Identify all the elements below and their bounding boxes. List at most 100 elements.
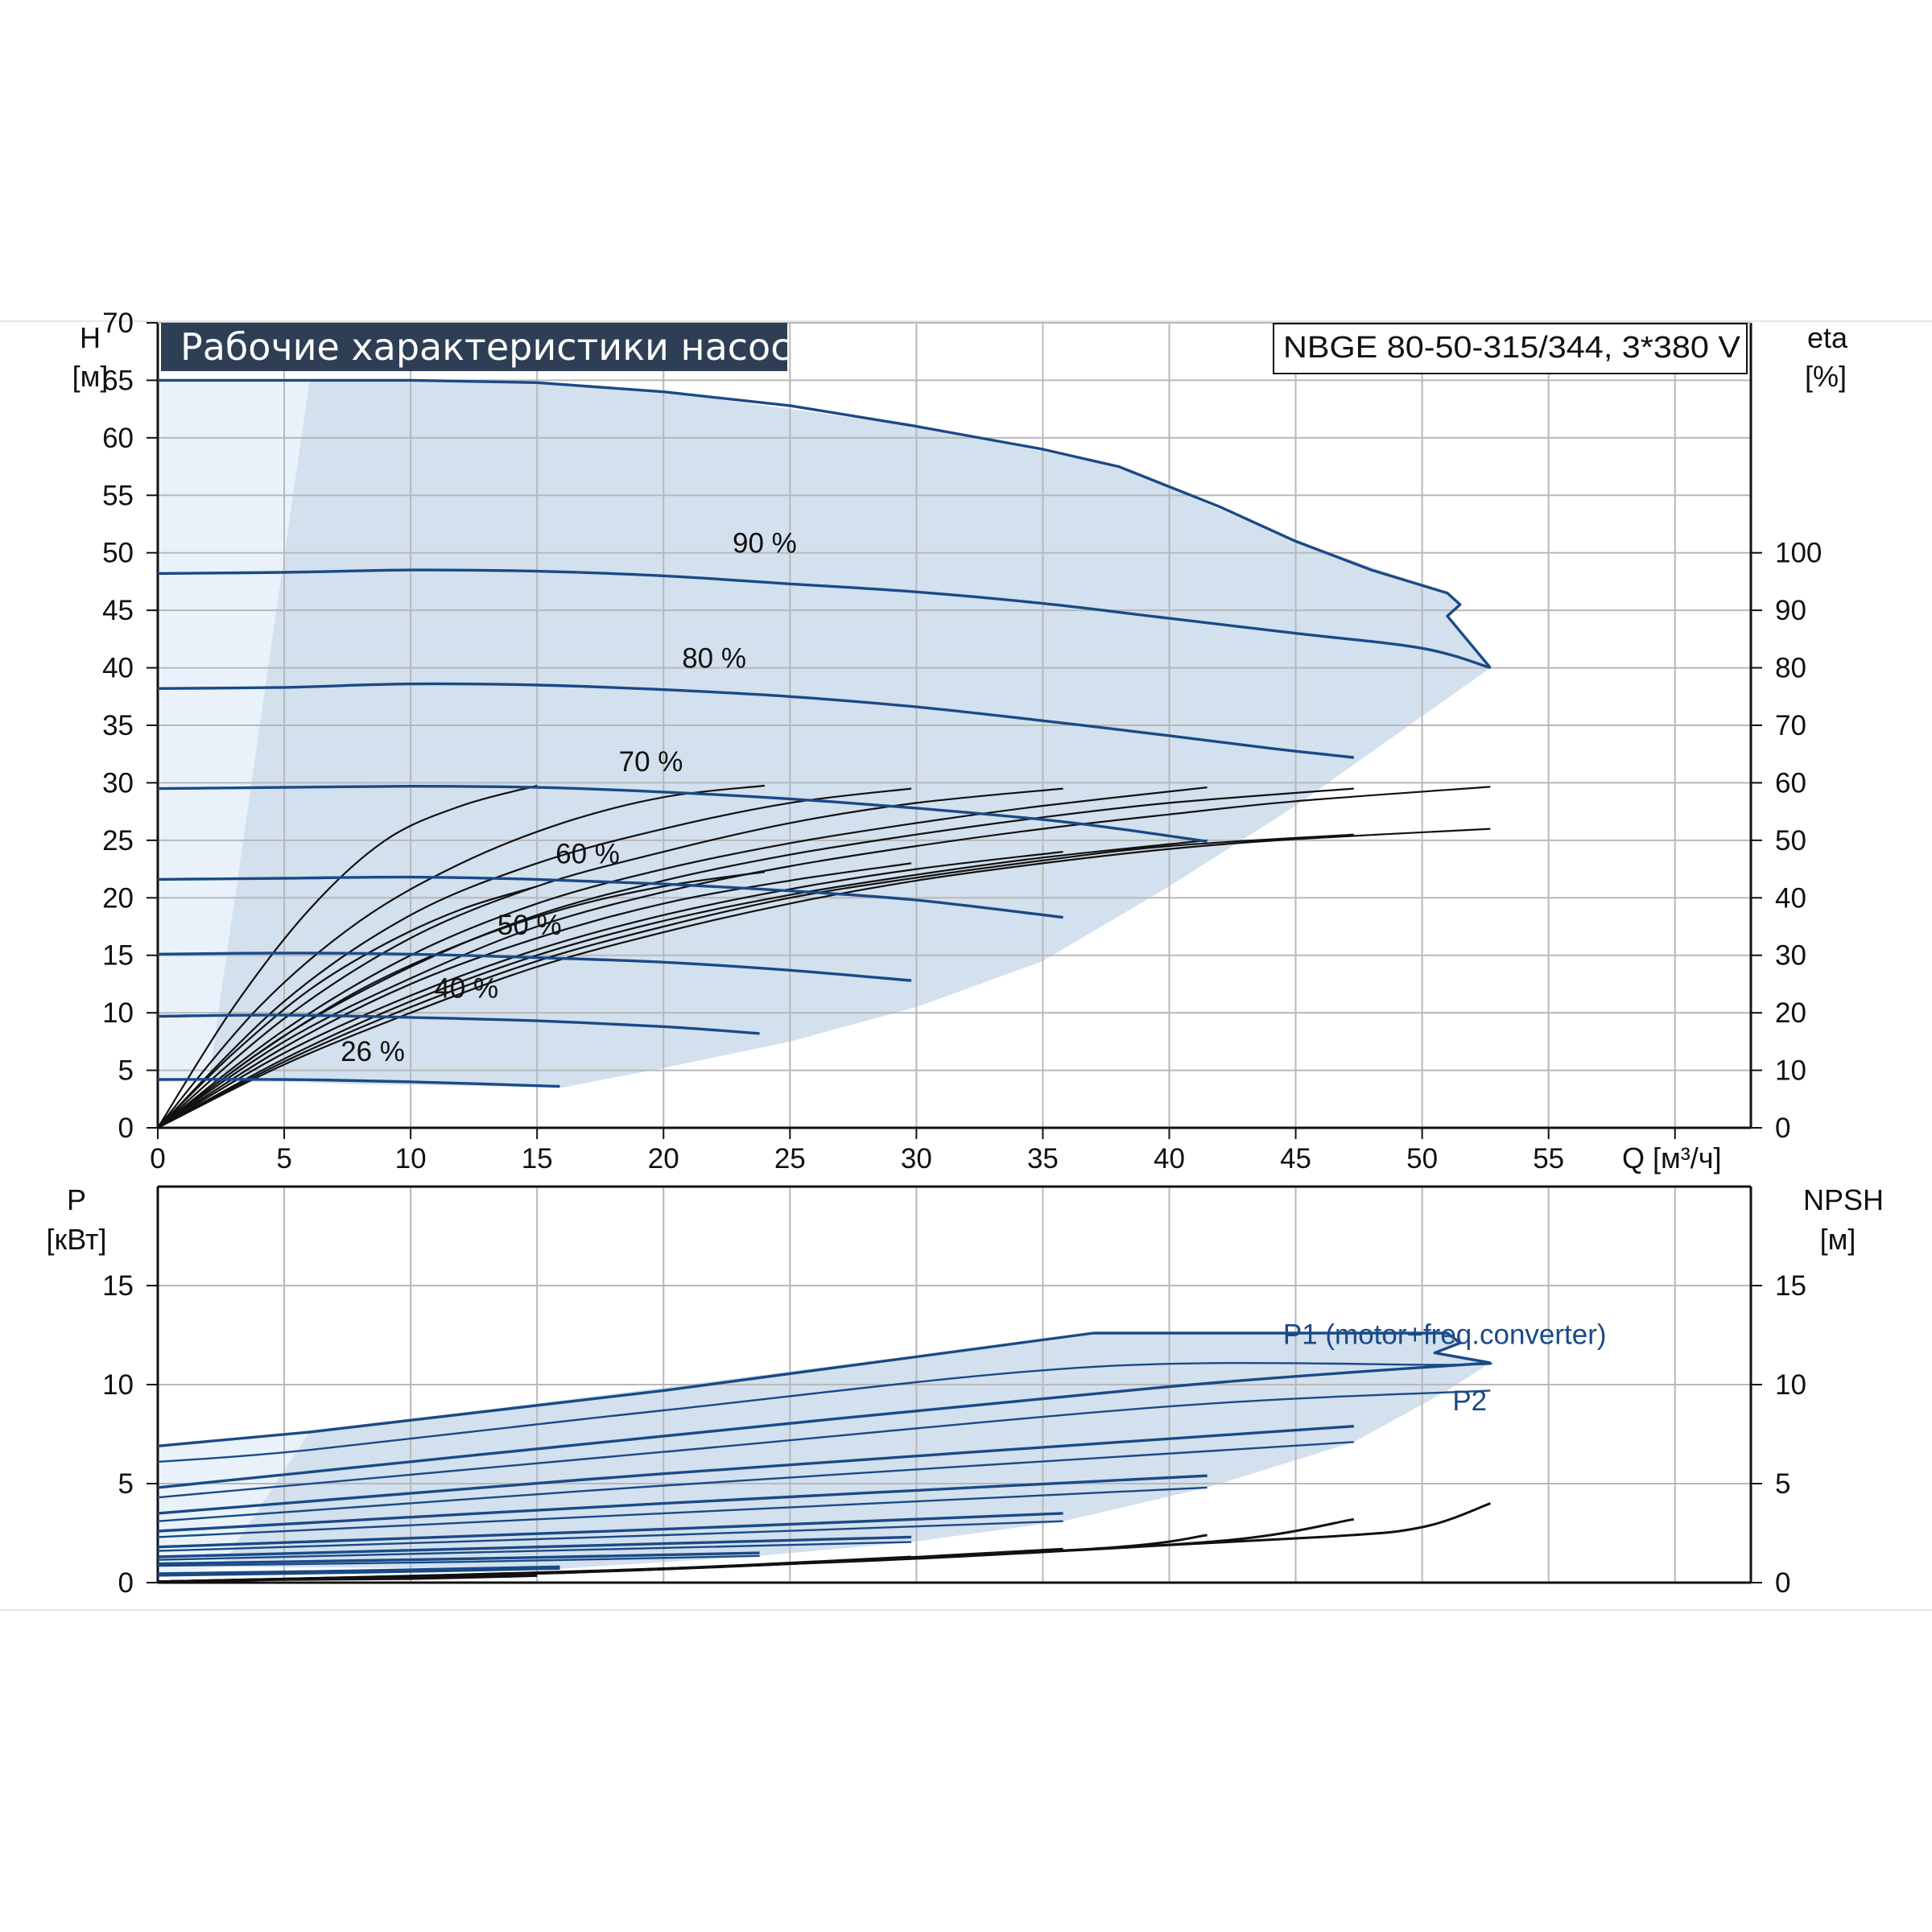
- flow-tick-label: 10: [395, 1143, 427, 1174]
- flow-tick-label: 0: [150, 1143, 165, 1174]
- power-curve-1: [157, 1331, 1491, 1447]
- efficiency-curve-8: [157, 885, 538, 1129]
- efficiency-curve-3: [157, 787, 912, 1129]
- flow-tick-label: 55: [1533, 1143, 1564, 1174]
- flow-axis-label: Q [м³/ч]: [1622, 1141, 1722, 1174]
- power-tick-labels: 0 5 10 15 0 5 10 15: [102, 1270, 1806, 1599]
- min-flow-strip: [158, 380, 310, 1082]
- chart-title: Рабочие характеристики насоса: [180, 325, 814, 369]
- head-tick-label: 30: [102, 767, 134, 799]
- head-tick-label: 50: [102, 538, 134, 569]
- flow-tick-label: 25: [774, 1143, 806, 1174]
- eta-tick-label: 50: [1775, 825, 1806, 857]
- eta-tick-label: 20: [1775, 997, 1806, 1029]
- efficiency-curve-14: [157, 828, 1491, 1129]
- power-curve-15: [157, 1565, 560, 1575]
- efficiency-curve-7: [157, 786, 1491, 1129]
- npsh-axis-symbol: NPSH: [1803, 1183, 1884, 1216]
- efficiency-curve-13: [157, 833, 1354, 1129]
- head-tick-label: 5: [118, 1055, 134, 1087]
- speed-label: 70 %: [619, 746, 683, 778]
- head-curve-5: [157, 875, 1063, 919]
- flow-tick-label: 40: [1154, 1143, 1185, 1174]
- head-tick-label: 55: [102, 480, 134, 511]
- head-curve-3: [157, 682, 1354, 759]
- speed-label: 80 %: [682, 643, 746, 675]
- speed-label: 90 %: [733, 528, 797, 559]
- power-envelope: [158, 1333, 1491, 1569]
- eta-tick-label: 90: [1775, 595, 1806, 626]
- head-tick-label: 0: [118, 1113, 134, 1144]
- power-curve-2: [157, 1361, 1492, 1463]
- power-curves: [157, 1331, 1492, 1577]
- power-plot: 0 5 10 15 0 5 10 15 P1 (motor+freq.converter) P2: [102, 1185, 1806, 1599]
- power-series-labels: P1 (motor+freq.converter) P2: [1283, 1319, 1607, 1417]
- flow-tick-label: 20: [648, 1143, 679, 1174]
- operating-envelope: [208, 380, 1491, 1088]
- head-tick-label: 35: [102, 710, 134, 741]
- power-curve-3: [157, 1361, 1491, 1489]
- eta-tick-label: 0: [1775, 1113, 1790, 1144]
- eta-tick-label: 10: [1775, 1055, 1806, 1087]
- power-curve-6: [157, 1441, 1354, 1522]
- power-tick-label: 5: [118, 1468, 134, 1500]
- power-min-flow-strip: [158, 1432, 310, 1577]
- head-tick-label: 40: [102, 653, 134, 684]
- flow-tick-label: 45: [1280, 1143, 1311, 1174]
- flow-tick-label: 35: [1027, 1143, 1059, 1174]
- power-axis-symbol: P: [67, 1183, 86, 1216]
- p1-label: P1 (motor+freq.converter): [1283, 1319, 1607, 1351]
- power-curve-13: [157, 1551, 760, 1566]
- flow-tick-label: 15: [522, 1143, 553, 1174]
- eta-tick-label: 60: [1775, 767, 1806, 799]
- p2-label: P2: [1452, 1385, 1487, 1417]
- npsh-axis-unit: [м]: [1820, 1223, 1856, 1256]
- efficiency-curve-6: [157, 787, 1354, 1129]
- head-tick-label: 10: [102, 997, 134, 1029]
- model-box: [1273, 323, 1748, 374]
- power-curve-10: [157, 1520, 1063, 1552]
- head-plot: 0510152025303540455055606570010203040506…: [102, 308, 1822, 1174]
- power-curve-16: [157, 1567, 560, 1577]
- head-curve-4: [157, 785, 1208, 843]
- power-tick-label: 15: [102, 1270, 134, 1302]
- eta-tick-label: 40: [1775, 882, 1806, 914]
- flow-tick-label: 5: [276, 1143, 291, 1174]
- head-curve-1: [158, 378, 1492, 669]
- head-curve-2: [157, 568, 1491, 670]
- power-curve-9: [157, 1512, 1063, 1549]
- efficiency-curve-10: [157, 862, 912, 1129]
- eta-tick-label: 100: [1775, 538, 1822, 569]
- speed-label: 50 %: [497, 910, 562, 941]
- efficiency-curve-1: [157, 784, 538, 1129]
- head-tick-labels: 0510152025303540455055606570010203040506…: [102, 308, 1822, 1174]
- head-tick-label: 60: [102, 423, 134, 454]
- eta-tick-label: 30: [1775, 940, 1806, 972]
- head-curve-7: [157, 1013, 760, 1035]
- power-curve-4: [157, 1389, 1491, 1499]
- head-tick-label: 45: [102, 595, 134, 626]
- power-curve-5: [157, 1425, 1354, 1515]
- efficiency-curve-12: [157, 839, 1208, 1129]
- eta-axis-symbol: eta: [1807, 321, 1848, 354]
- power-curve-12: [157, 1541, 912, 1561]
- head-grid: [156, 322, 1752, 1129]
- operating-area: [158, 380, 1491, 1088]
- npsh-tick-label: 15: [1775, 1270, 1806, 1302]
- efficiency-curves: [157, 784, 1491, 1129]
- power-curve-11: [157, 1535, 912, 1558]
- efficiency-curve-5: [157, 786, 1208, 1129]
- npsh-curve-7: [157, 1502, 1491, 1583]
- power-curve-14: [157, 1554, 760, 1567]
- title-box: [161, 323, 787, 371]
- power-axis-unit: [кВт]: [46, 1223, 106, 1256]
- power-tick-label: 10: [102, 1369, 134, 1401]
- power-tick-label: 0: [118, 1567, 134, 1599]
- npsh-tick-label: 10: [1775, 1369, 1806, 1401]
- efficiency-curve-9: [157, 871, 766, 1129]
- head-tick-label: 25: [102, 825, 134, 857]
- efficiency-curve-2: [157, 784, 766, 1129]
- eta-axis-unit: [%]: [1805, 360, 1847, 393]
- head-curve-8: [157, 1078, 560, 1088]
